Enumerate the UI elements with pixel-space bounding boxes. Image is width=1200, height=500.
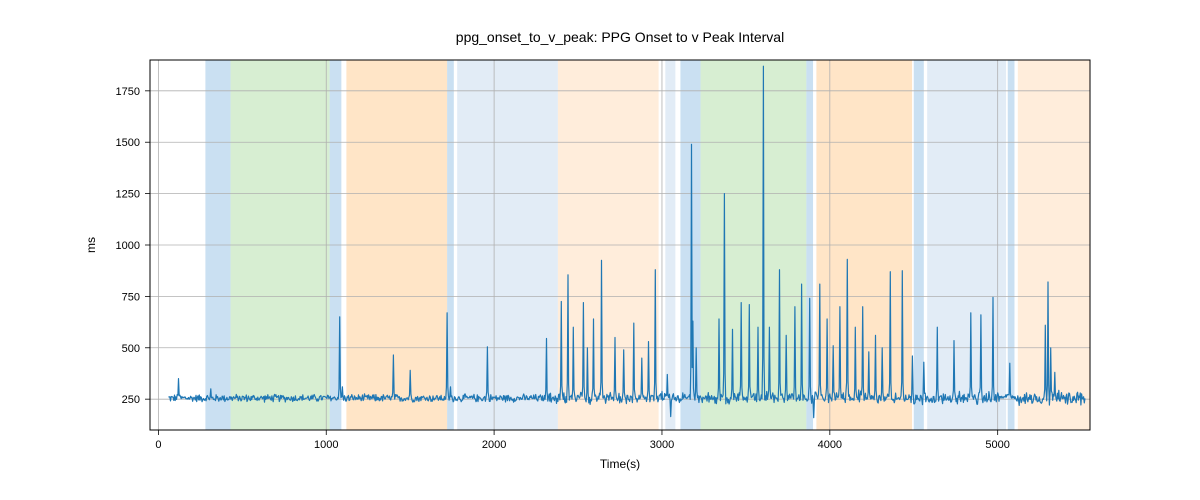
line-chart: 0 1000 2000 3000 4000 5000 250 500 750 1000 1250 15… — [0, 0, 1200, 500]
xtick-label: 2000 — [482, 439, 506, 451]
ytick-label: 250 — [122, 394, 140, 406]
xtick-label: 1000 — [314, 439, 338, 451]
x-axis-label: Time(s) — [600, 457, 640, 471]
ytick-label: 750 — [122, 291, 140, 303]
chart-container: 0 1000 2000 3000 4000 5000 250 500 750 1000 1250 15… — [0, 0, 1200, 500]
xtick-label: 0 — [155, 439, 161, 451]
ytick-label: 1500 — [116, 137, 140, 149]
xtick-label: 3000 — [650, 439, 674, 451]
ytick-label: 500 — [122, 343, 140, 355]
ytick-label: 1000 — [116, 240, 140, 252]
xtick-label: 4000 — [818, 439, 842, 451]
xtick-label: 5000 — [985, 439, 1009, 451]
y-axis-label: ms — [84, 237, 98, 253]
chart-title: ppg_onset_to_v_peak: PPG Onset to v Peak… — [456, 29, 784, 45]
ytick-label: 1750 — [116, 86, 140, 98]
ytick-label: 1250 — [116, 189, 140, 201]
